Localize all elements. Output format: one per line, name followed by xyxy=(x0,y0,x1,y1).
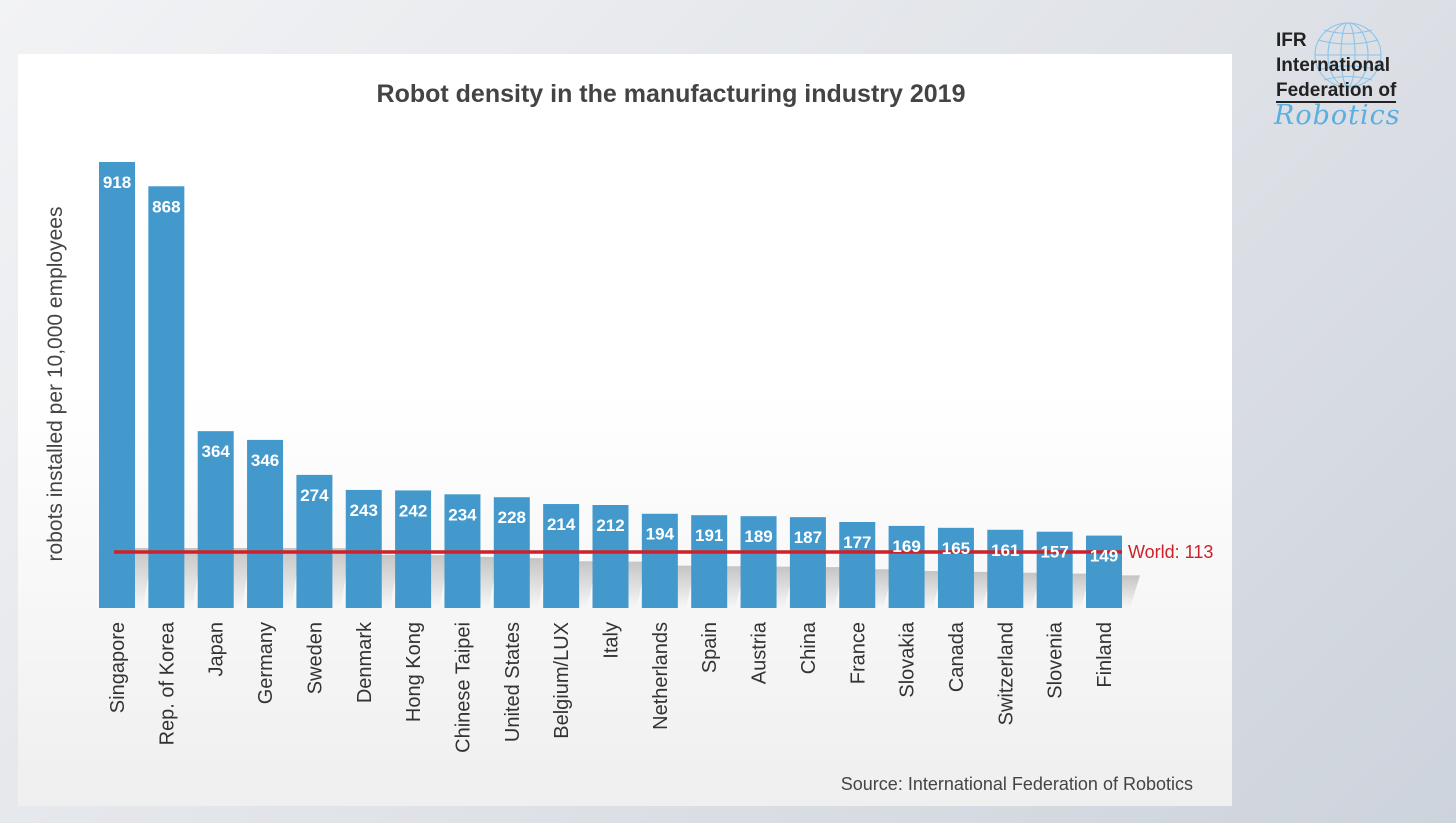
bar-denmark xyxy=(345,489,382,608)
bar-switzerland xyxy=(987,529,1024,608)
bar-chart: Robot density in the manufacturing indus… xyxy=(44,80,1213,794)
category-label: Spain xyxy=(699,622,721,673)
source-note: Source: International Federation of Robo… xyxy=(841,774,1193,794)
category-label: Rep. of Korea xyxy=(156,621,178,745)
logo-federation-of: Federation of xyxy=(1276,80,1397,103)
bar-netherlands xyxy=(641,513,678,608)
bar-italy xyxy=(592,505,629,608)
y-axis-label: robots installed per 10,000 employees xyxy=(44,207,67,562)
category-label: Italy xyxy=(601,622,623,659)
bar-austria xyxy=(740,516,777,608)
bar-hong-kong xyxy=(395,490,432,608)
bar-value-label: 169 xyxy=(892,537,920,556)
logo-international: International xyxy=(1276,55,1391,76)
bar-value-label: 243 xyxy=(350,501,378,520)
category-label: Japan xyxy=(206,622,228,677)
category-label: Belgium/LUX xyxy=(551,622,573,739)
world-average-label: World: 113 xyxy=(1128,542,1213,562)
bar-slovakia xyxy=(888,525,925,608)
category-label: Sweden xyxy=(304,622,326,694)
bar-value-label: 191 xyxy=(695,526,723,545)
category-label: Hong Kong xyxy=(403,622,425,722)
bar-value-label: 242 xyxy=(399,501,427,520)
ifr-logo: IFR International Federation of Robotics xyxy=(1270,20,1440,135)
bar-value-label: 868 xyxy=(152,197,180,216)
bar-value-label: 364 xyxy=(202,442,231,461)
bar-value-label: 161 xyxy=(991,541,1019,560)
chart-title: Robot density in the manufacturing indus… xyxy=(377,80,966,108)
bar-value-label: 194 xyxy=(646,525,675,544)
bar-japan xyxy=(197,431,234,608)
bar-canada xyxy=(937,527,974,608)
bar-germany xyxy=(247,439,284,608)
bar-belgium-lux xyxy=(543,504,580,608)
category-label: Canada xyxy=(946,621,968,692)
globe-icon xyxy=(1314,22,1382,88)
bar-france xyxy=(839,522,876,608)
bar-value-label: 274 xyxy=(300,486,329,505)
bar-value-label: 189 xyxy=(744,527,772,546)
bar-value-label: 165 xyxy=(942,539,970,558)
category-label: China xyxy=(798,621,820,674)
logo-robotics-script: Robotics xyxy=(1274,100,1401,131)
bar-value-label: 918 xyxy=(103,173,131,192)
bar-singapore xyxy=(99,162,135,608)
bar-value-label: 228 xyxy=(498,508,526,527)
category-label: Netherlands xyxy=(650,622,672,730)
bars-group xyxy=(99,162,1122,609)
bar-value-label: 212 xyxy=(596,516,624,535)
category-label: Switzerland xyxy=(995,622,1017,725)
category-label: United States xyxy=(502,622,524,742)
bar-slovenia xyxy=(1036,531,1073,608)
category-label: Finland xyxy=(1094,622,1116,688)
category-label: France xyxy=(847,622,869,684)
bar-value-label: 177 xyxy=(843,533,871,552)
category-label: Austria xyxy=(749,621,771,684)
bar-value-label: 149 xyxy=(1090,547,1118,566)
bar-value-label: 214 xyxy=(547,515,576,534)
category-label: Slovenia xyxy=(1045,621,1067,699)
category-label: Denmark xyxy=(354,621,376,703)
category-label: Slovakia xyxy=(897,621,919,697)
bar-value-label: 187 xyxy=(794,528,822,547)
category-labels: Singapore Rep. of Korea Japan Germany Sweden… xyxy=(107,621,1116,753)
bar-rep-of-korea xyxy=(148,186,185,609)
bar-spain xyxy=(691,515,728,608)
value-labels: 918 868 364 346 274 243 242 234 228 214 212 194 191 1… xyxy=(103,173,1118,566)
bar-china xyxy=(789,517,826,608)
bar-sweden xyxy=(296,474,333,608)
chart-panel: Robot density in the manufacturing indus… xyxy=(18,54,1232,806)
category-label: Germany xyxy=(255,622,277,704)
bar-value-label: 157 xyxy=(1040,543,1068,562)
category-label: Chinese Taipei xyxy=(452,622,474,753)
bar-value-label: 234 xyxy=(448,505,477,524)
bar-value-label: 346 xyxy=(251,451,279,470)
logo-ifr: IFR xyxy=(1276,30,1307,51)
category-label: Singapore xyxy=(107,622,129,713)
bar-finland xyxy=(1086,535,1122,608)
